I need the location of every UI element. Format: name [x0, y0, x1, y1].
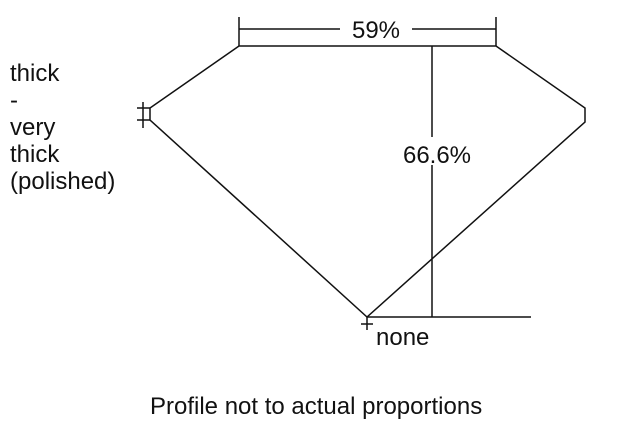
culet-label: none	[376, 324, 429, 351]
girdle-line: (polished)	[10, 168, 116, 195]
depth-percent-label: 66.6%	[403, 142, 471, 169]
caption: Profile not to actual proportions	[150, 393, 483, 420]
table-percent-label: 59%	[352, 17, 400, 44]
girdle-thickness-label: thick - very thick (polished)	[10, 60, 115, 195]
girdle-line: -	[10, 87, 18, 114]
girdle-line: thick	[10, 60, 60, 87]
gem-outline	[149, 45, 586, 319]
girdle-line: thick	[10, 141, 60, 168]
girdle-line: very	[10, 114, 56, 141]
